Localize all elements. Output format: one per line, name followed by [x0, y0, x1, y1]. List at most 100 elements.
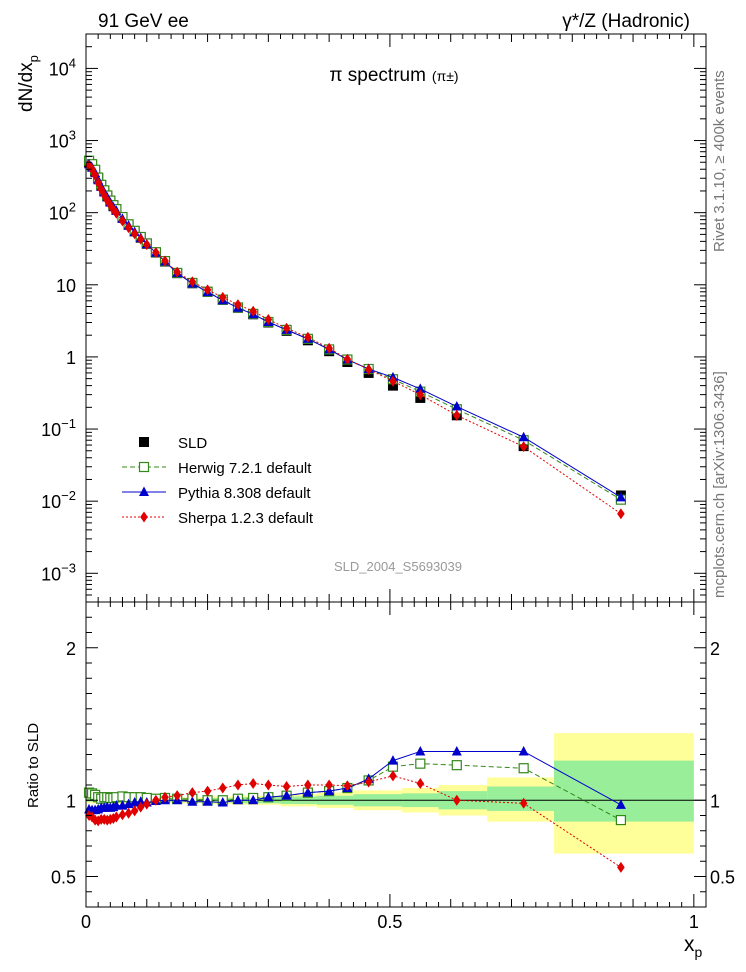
- ratio-line-sherpa: [88, 775, 622, 868]
- ratio-ylabel: Ratio to SLD: [25, 723, 42, 808]
- side-text-bottom: mcplots.cern.ch [arXiv:1306.3436]: [711, 371, 728, 598]
- ratio-xlabel: xp: [684, 933, 703, 960]
- legend-item-herwig: Herwig 7.2.1 default: [122, 460, 312, 477]
- main-ylabel-text: dN/dx: [16, 62, 37, 112]
- main-y-tick-label: 10: [56, 276, 76, 296]
- main-point-sherpa: [282, 322, 291, 334]
- ratio-point-sherpa: [218, 782, 227, 794]
- ratio-stat-band: [554, 760, 694, 822]
- ratio-y-tick-label-left: 0.5: [51, 868, 76, 888]
- main-point-sherpa: [136, 233, 145, 245]
- ratio-y-tick-label-left: 1: [66, 791, 76, 811]
- main-y-tick-label: 104: [49, 55, 76, 79]
- main-point-sherpa: [124, 222, 133, 234]
- ratio-point-herwig: [518, 763, 529, 774]
- main-point-sherpa: [343, 353, 352, 365]
- ratio-point-sherpa: [161, 791, 169, 803]
- ratio-point-sherpa: [234, 779, 242, 791]
- ratio-point-pythia: [615, 799, 626, 809]
- main-point-sherpa: [364, 363, 373, 375]
- legend-marker-sld: [139, 437, 149, 447]
- legend-marker-sherpa: [140, 511, 148, 523]
- ratio-point-pythia: [135, 796, 146, 806]
- main-point-sherpa: [188, 276, 197, 288]
- main-series-sherpa: [85, 160, 625, 520]
- ratio-point-sherpa: [118, 809, 127, 821]
- ratio-point-herwig: [415, 758, 426, 769]
- main-marks-layer: [83, 155, 627, 520]
- main-y-tick-label: 102: [49, 200, 76, 224]
- ratio-x-tick-label: 1: [689, 912, 699, 932]
- ratio-point-pythia: [217, 797, 228, 807]
- main-point-sherpa: [142, 239, 151, 251]
- ratio-point-pythia: [263, 791, 274, 802]
- main-point-pythia: [451, 401, 462, 411]
- ratio-point-sherpa: [142, 798, 151, 810]
- legend-item-pythia: Pythia 8.308 default: [122, 485, 311, 502]
- ratio-point-sherpa: [304, 779, 312, 791]
- ratio-point-sherpa: [519, 797, 528, 809]
- header-right: γ*/Z (Hadronic): [562, 11, 690, 32]
- side-text-top: Rivet 3.1.10, ≥ 400k events: [711, 70, 728, 252]
- ratio-point-pythia: [248, 794, 259, 805]
- main-y-tick-label: 1: [66, 348, 76, 368]
- ratio-panel: 2 2 1 1 0.5 0.5 0 0.5 1 Ratio to SLD xp: [25, 601, 735, 960]
- main-series-pythia: [84, 158, 626, 502]
- ratio-point-sherpa: [282, 781, 291, 793]
- main-point-sherpa: [519, 441, 528, 453]
- main-point-sherpa: [118, 215, 127, 227]
- ratio-point-sherpa: [136, 801, 145, 813]
- header-left: 91 GeV ee: [98, 11, 189, 32]
- main-point-sherpa: [304, 331, 312, 343]
- ratio-point-sherpa: [124, 807, 133, 819]
- main-series-herwig: [83, 155, 627, 505]
- main-line-sherpa: [88, 165, 622, 515]
- main-title-sub: (π±): [432, 68, 459, 84]
- ratio-y-tick-label-left: 2: [66, 639, 76, 659]
- main-point-sherpa: [152, 247, 160, 259]
- main-point-sherpa: [452, 409, 461, 421]
- ratio-bands-layer: [86, 733, 706, 854]
- ratio-y-tick-label-right: 0.5: [710, 868, 735, 888]
- ratio-point-sherpa: [188, 787, 197, 799]
- legend-label-sld: SLD: [178, 435, 207, 452]
- ratio-point-herwig: [451, 760, 462, 771]
- ratio-axes-layer: 2 2 1 1 0.5 0.5 0 0.5 1: [51, 602, 735, 932]
- main-line-pythia: [88, 163, 622, 498]
- ratio-y-tick-label-right: 1: [710, 791, 720, 811]
- legend-item-sld: SLD: [139, 435, 207, 452]
- ratio-y-tick-label-right: 2: [710, 639, 720, 659]
- ratio-x-tick-label: 0: [81, 912, 91, 932]
- ratio-point-pythia: [281, 790, 292, 800]
- ratio-x-tick-label: 0.5: [377, 912, 402, 932]
- main-y-tick-label: 10−3: [41, 560, 76, 584]
- ratio-point-sherpa: [325, 779, 333, 791]
- legend-label-herwig: Herwig 7.2.1 default: [178, 460, 312, 477]
- main-point-sherpa: [264, 314, 273, 326]
- ratio-point-herwig: [615, 814, 627, 826]
- ratio-point-sherpa: [343, 780, 352, 792]
- watermark: SLD_2004_S5693039: [334, 559, 462, 574]
- ratio-xlabel-sub: p: [695, 944, 703, 960]
- ratio-point-pythia: [518, 745, 529, 756]
- main-title-text: π spectrum: [329, 65, 426, 86]
- ratio-point-sherpa: [152, 794, 160, 806]
- main-point-sherpa: [203, 284, 212, 296]
- ratio-point-sherpa: [112, 811, 121, 823]
- ratio-point-sherpa: [249, 777, 257, 789]
- ratio-point-pythia: [451, 745, 462, 756]
- main-point-sherpa: [389, 375, 397, 387]
- main-ylabel-sub: p: [26, 55, 41, 62]
- legend: SLD Herwig 7.2.1 default Pythia 8.308 defa…: [122, 435, 314, 527]
- main-point-sherpa: [617, 508, 625, 520]
- legend-marker-herwig: [138, 461, 150, 473]
- ratio-point-sherpa: [617, 861, 625, 873]
- main-y-tick-label: 10−1: [41, 416, 76, 440]
- main-point-pythia: [518, 431, 529, 442]
- ratio-point-pythia: [202, 796, 213, 806]
- main-y-tick-label: 103: [49, 128, 76, 152]
- ratio-point-sherpa: [173, 790, 181, 802]
- main-point-sherpa: [173, 266, 181, 278]
